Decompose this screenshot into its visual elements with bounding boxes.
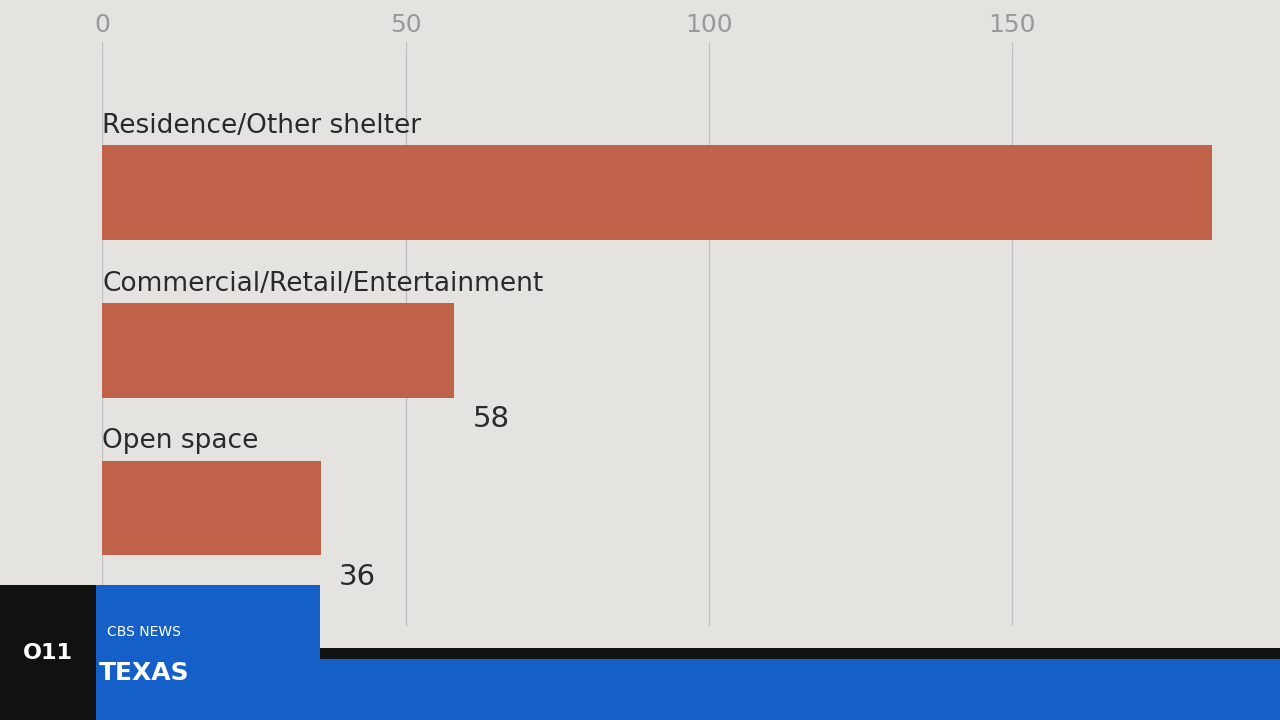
Text: Open space: Open space: [102, 428, 259, 454]
Bar: [102, 145, 1212, 240]
Text: 58: 58: [472, 405, 509, 433]
Bar: [102, 303, 454, 397]
Text: 82°: 82°: [90, 677, 127, 696]
Bar: [102, 461, 321, 555]
Text: 10:12 PM: 10:12 PM: [192, 677, 294, 696]
Text: Residence/Other shelter: Residence/Other shelter: [102, 113, 421, 139]
Text: TEXAS: TEXAS: [99, 661, 189, 685]
Text: 36: 36: [339, 563, 376, 591]
Text: Commercial/Retail/Entertainment: Commercial/Retail/Entertainment: [102, 271, 544, 297]
Text: CBS NEWS: CBS NEWS: [108, 626, 180, 639]
Text: O11: O11: [23, 643, 73, 662]
